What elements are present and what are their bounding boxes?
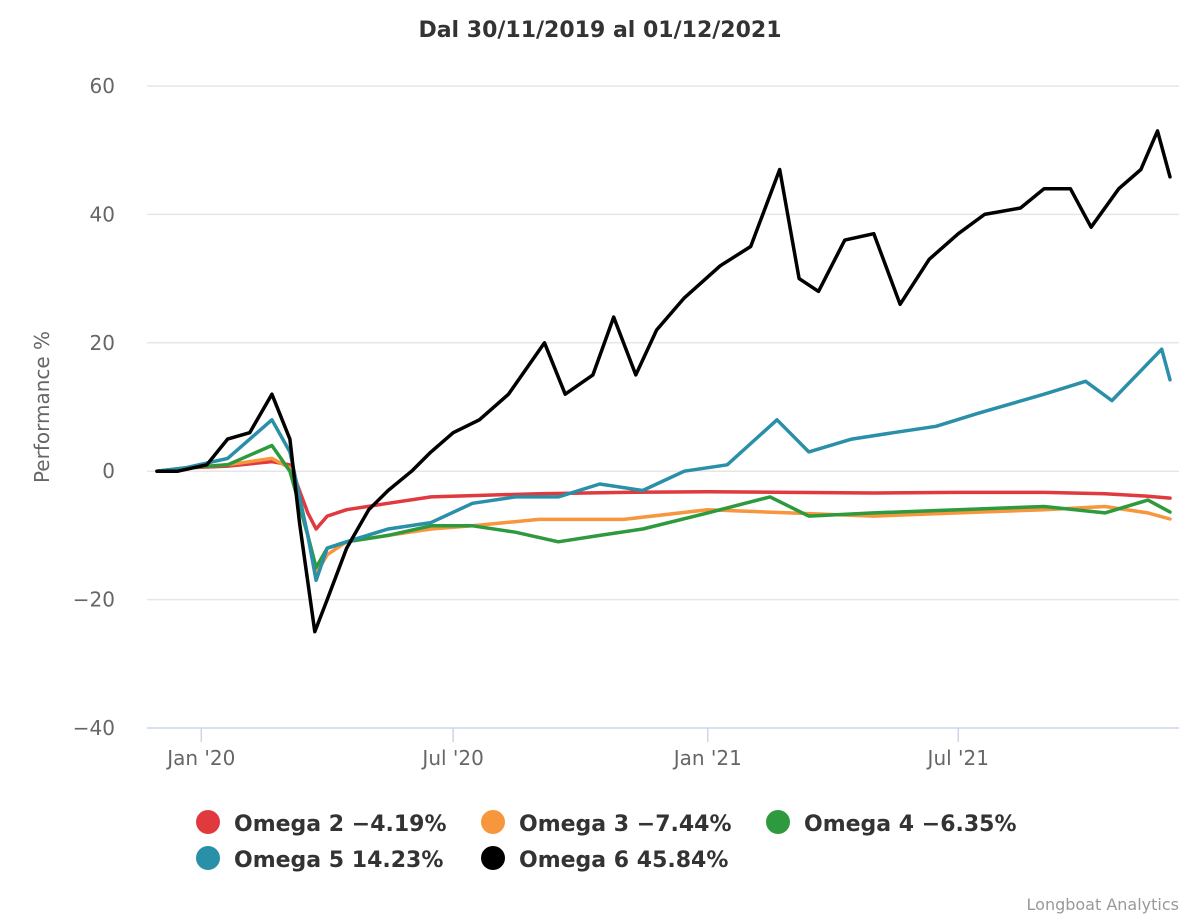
x-tick-label: Jul '21 [926,746,989,770]
legend-item-omega-6[interactable]: Omega 6 45.84% [481,846,728,873]
y-tick-label: 0 [102,459,115,483]
x-tick-label: Jan '21 [672,746,742,770]
legend-item-omega-2[interactable]: Omega 2 −4.19% [196,810,447,837]
legend-marker [766,810,790,834]
legend-label: Omega 5 14.23% [234,848,443,873]
legend: Omega 2 −4.19% Omega 3 −7.44% Omega 4 −6.3… [196,810,1017,873]
legend-item-omega-4[interactable]: Omega 4 −6.35% [766,810,1017,837]
series-line-omega-6[interactable] [155,129,1172,634]
legend-label: Omega 6 45.84% [519,848,728,873]
legend-label: Omega 3 −7.44% [519,812,732,837]
y-tick-label: −40 [73,716,115,740]
series-line-omega-4[interactable] [155,443,1172,570]
legend-marker [196,810,220,834]
chart-title: Dal 30/11/2019 al 01/12/2021 [418,18,781,43]
x-tick-label: Jul '20 [420,746,483,770]
legend-marker [196,846,220,870]
credits-text[interactable]: Longboat Analytics [1027,895,1179,914]
x-tick-label: Jan '20 [165,746,235,770]
legend-label: Omega 4 −6.35% [804,812,1017,837]
y-tick-label: 40 [90,202,115,226]
series-line-omega-5[interactable] [155,347,1172,583]
legend-item-omega-3[interactable]: Omega 3 −7.44% [481,810,732,837]
series-lines [155,129,1172,634]
gridlines [147,85,1179,601]
legend-item-omega-5[interactable]: Omega 5 14.23% [196,846,443,873]
y-axis-ticks: −40 −20 0 20 40 60 [73,74,115,740]
legend-marker [481,810,505,834]
y-tick-label: −20 [73,588,115,612]
legend-marker [481,846,505,870]
y-tick-label: 20 [90,331,115,355]
y-axis-label: Performance % [30,331,54,483]
x-axis: Jan '20 Jul '20 Jan '21 Jul '21 [147,727,1179,770]
y-tick-label: 60 [90,74,115,98]
legend-label: Omega 2 −4.19% [234,812,447,837]
